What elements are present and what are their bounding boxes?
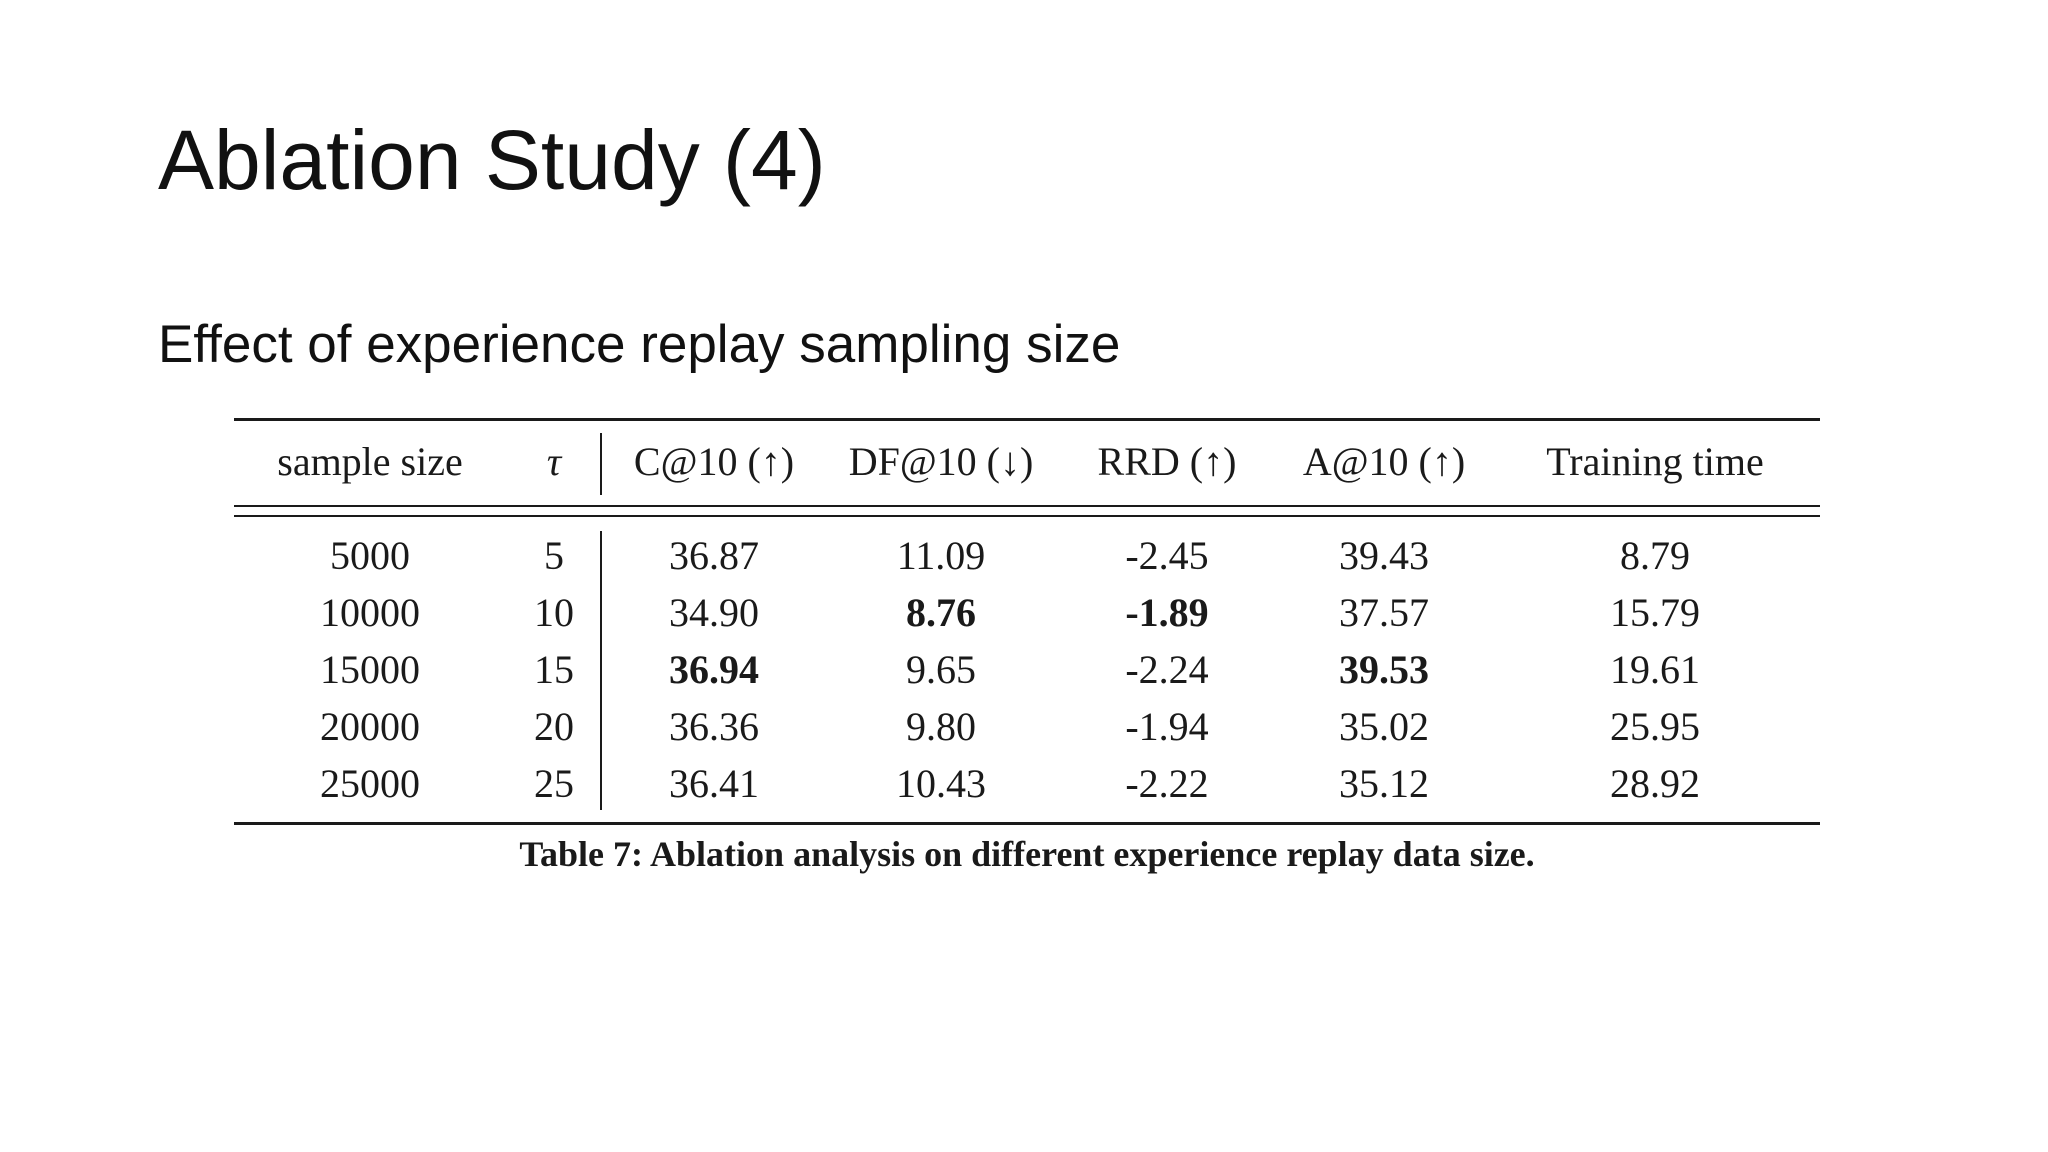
- cell-training-time: 25.95: [1610, 704, 1700, 749]
- cell-training-time: 19.61: [1610, 647, 1700, 692]
- cell-a10-best: 39.53: [1339, 647, 1429, 692]
- table-header-row: sample size τ C@10 (↑) DF@10 (↓) RRD (↑)…: [234, 421, 1820, 501]
- header-tau: τ: [506, 421, 602, 501]
- cell-rrd: -1.94: [1125, 704, 1209, 749]
- cell-rrd: -2.45: [1125, 533, 1209, 578]
- header-df10: DF@10 (↓): [848, 438, 1034, 484]
- cell-a10: 35.12: [1339, 761, 1429, 806]
- cell-tau: 10: [534, 590, 574, 635]
- table-caption: Table 7: Ablation analysis on different …: [519, 834, 1535, 874]
- cell-sample-size: 15000: [320, 647, 420, 692]
- cell-df10: 9.80: [906, 704, 976, 749]
- cell-df10: 9.65: [906, 647, 976, 692]
- cell-training-time: 15.79: [1610, 590, 1700, 635]
- header-rrd: RRD (↑): [1097, 438, 1237, 484]
- cell-c10: 36.87: [669, 533, 759, 578]
- table-row: 10000 10 34.90 8.76 -1.89 37.57 15.79: [234, 584, 1820, 641]
- cell-df10-best: 8.76: [906, 590, 976, 635]
- body-column-separator: [600, 531, 602, 810]
- cell-sample-size: 25000: [320, 761, 420, 806]
- header-c10: C@10 (↑): [633, 438, 795, 484]
- cell-a10: 37.57: [1339, 590, 1429, 635]
- cell-sample-size: 5000: [330, 533, 410, 578]
- slide-title: Ablation Study (4): [158, 113, 826, 207]
- cell-rrd: -2.24: [1125, 647, 1209, 692]
- cell-sample-size: 20000: [320, 704, 420, 749]
- cell-rrd: -2.22: [1125, 761, 1209, 806]
- slide-subtitle: Effect of experience replay sampling siz…: [158, 315, 1121, 374]
- cell-tau: 5: [544, 533, 564, 578]
- cell-df10: 11.09: [896, 533, 986, 578]
- cell-a10: 35.02: [1339, 704, 1429, 749]
- table-row: 5000 5 36.87 11.09 -2.45 39.43 8.79: [234, 527, 1820, 584]
- cell-sample-size: 10000: [320, 590, 420, 635]
- cell-tau: 25: [534, 761, 574, 806]
- cell-c10: 36.41: [669, 761, 759, 806]
- header-sample-size: sample size: [277, 438, 463, 484]
- header-rule-lower: [234, 515, 1820, 517]
- header-rule-upper: [234, 505, 1820, 507]
- cell-training-time: 8.79: [1620, 533, 1690, 578]
- cell-c10: 34.90: [669, 590, 759, 635]
- header-a10: A@10 (↑): [1302, 438, 1466, 484]
- table-row: 20000 20 36.36 9.80 -1.94 35.02 25.95: [234, 698, 1820, 755]
- cell-tau: 15: [534, 647, 574, 692]
- cell-c10-best: 36.94: [669, 647, 759, 692]
- cell-rrd-best: -1.89: [1125, 590, 1209, 635]
- header-training-time: Training time: [1546, 438, 1764, 484]
- header-tau-label: τ: [546, 438, 562, 484]
- cell-c10: 36.36: [669, 704, 759, 749]
- table-bottom-rule: [234, 822, 1820, 825]
- cell-training-time: 28.92: [1610, 761, 1700, 806]
- table-row: 15000 15 36.94 9.65 -2.24 39.53 19.61: [234, 641, 1820, 698]
- header-double-rule: [234, 505, 1820, 517]
- table-body: 5000 5 36.87 11.09 -2.45 39.43 8.79 1000…: [234, 517, 1820, 822]
- ablation-table: sample size τ C@10 (↑) DF@10 (↓) RRD (↑)…: [234, 418, 1820, 875]
- table-row: 25000 25 36.41 10.43 -2.22 35.12 28.92: [234, 755, 1820, 812]
- table-top-rule: [234, 418, 1820, 421]
- cell-tau: 20: [534, 704, 574, 749]
- cell-df10: 10.43: [896, 761, 986, 806]
- cell-a10: 39.43: [1339, 533, 1429, 578]
- header-column-separator: [600, 433, 602, 495]
